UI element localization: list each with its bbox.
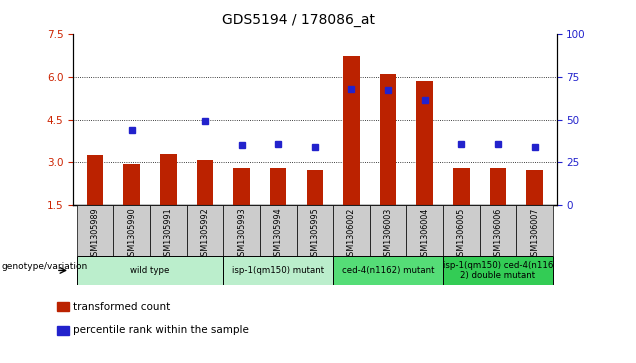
Text: GSM1305993: GSM1305993	[237, 208, 246, 261]
Text: GSM1306003: GSM1306003	[384, 208, 392, 261]
Bar	[370, 205, 406, 256]
Bar	[186, 205, 223, 256]
Bar	[150, 205, 186, 256]
Bar	[527, 170, 543, 205]
Bar	[270, 168, 286, 205]
Text: percentile rank within the sample: percentile rank within the sample	[73, 325, 249, 335]
Text: isp-1(qm150) mutant: isp-1(qm150) mutant	[232, 266, 324, 275]
Bar	[197, 160, 213, 205]
Bar	[490, 168, 506, 205]
Text: transformed count: transformed count	[73, 302, 170, 312]
Bar	[480, 205, 516, 256]
Bar	[123, 164, 140, 205]
Bar	[443, 256, 553, 285]
Text: GSM1305992: GSM1305992	[200, 208, 209, 261]
Bar	[443, 205, 480, 256]
Text: GSM1305991: GSM1305991	[164, 208, 173, 261]
Text: GSM1305989: GSM1305989	[90, 208, 100, 261]
Bar	[516, 205, 553, 256]
Bar	[307, 170, 323, 205]
Text: GSM1306002: GSM1306002	[347, 208, 356, 261]
Text: GDS5194 / 178086_at: GDS5194 / 178086_at	[223, 13, 375, 27]
Bar	[380, 74, 396, 205]
Text: isp-1(qm150) ced-4(n116
2) double mutant: isp-1(qm150) ced-4(n116 2) double mutant	[443, 261, 553, 280]
Bar	[333, 205, 370, 256]
Bar	[406, 205, 443, 256]
Bar	[417, 81, 433, 205]
Text: GSM1305994: GSM1305994	[273, 208, 282, 261]
Bar	[223, 256, 333, 285]
Bar	[296, 205, 333, 256]
Text: wild type: wild type	[130, 266, 170, 275]
Bar	[77, 205, 113, 256]
Bar	[223, 205, 260, 256]
Bar	[113, 205, 150, 256]
Text: ced-4(n1162) mutant: ced-4(n1162) mutant	[342, 266, 434, 275]
Bar	[343, 56, 360, 205]
Bar	[453, 168, 469, 205]
Bar	[260, 205, 296, 256]
Bar	[77, 256, 223, 285]
Text: GSM1306004: GSM1306004	[420, 208, 429, 261]
Text: genotype/variation: genotype/variation	[1, 262, 88, 271]
Text: GSM1305995: GSM1305995	[310, 208, 319, 261]
Text: GSM1306006: GSM1306006	[494, 208, 502, 261]
Bar	[333, 256, 443, 285]
Bar	[160, 154, 177, 205]
Text: GSM1306005: GSM1306005	[457, 208, 466, 261]
Bar	[87, 155, 103, 205]
Text: GSM1305990: GSM1305990	[127, 208, 136, 261]
Bar	[233, 168, 250, 205]
Text: GSM1306007: GSM1306007	[530, 208, 539, 261]
